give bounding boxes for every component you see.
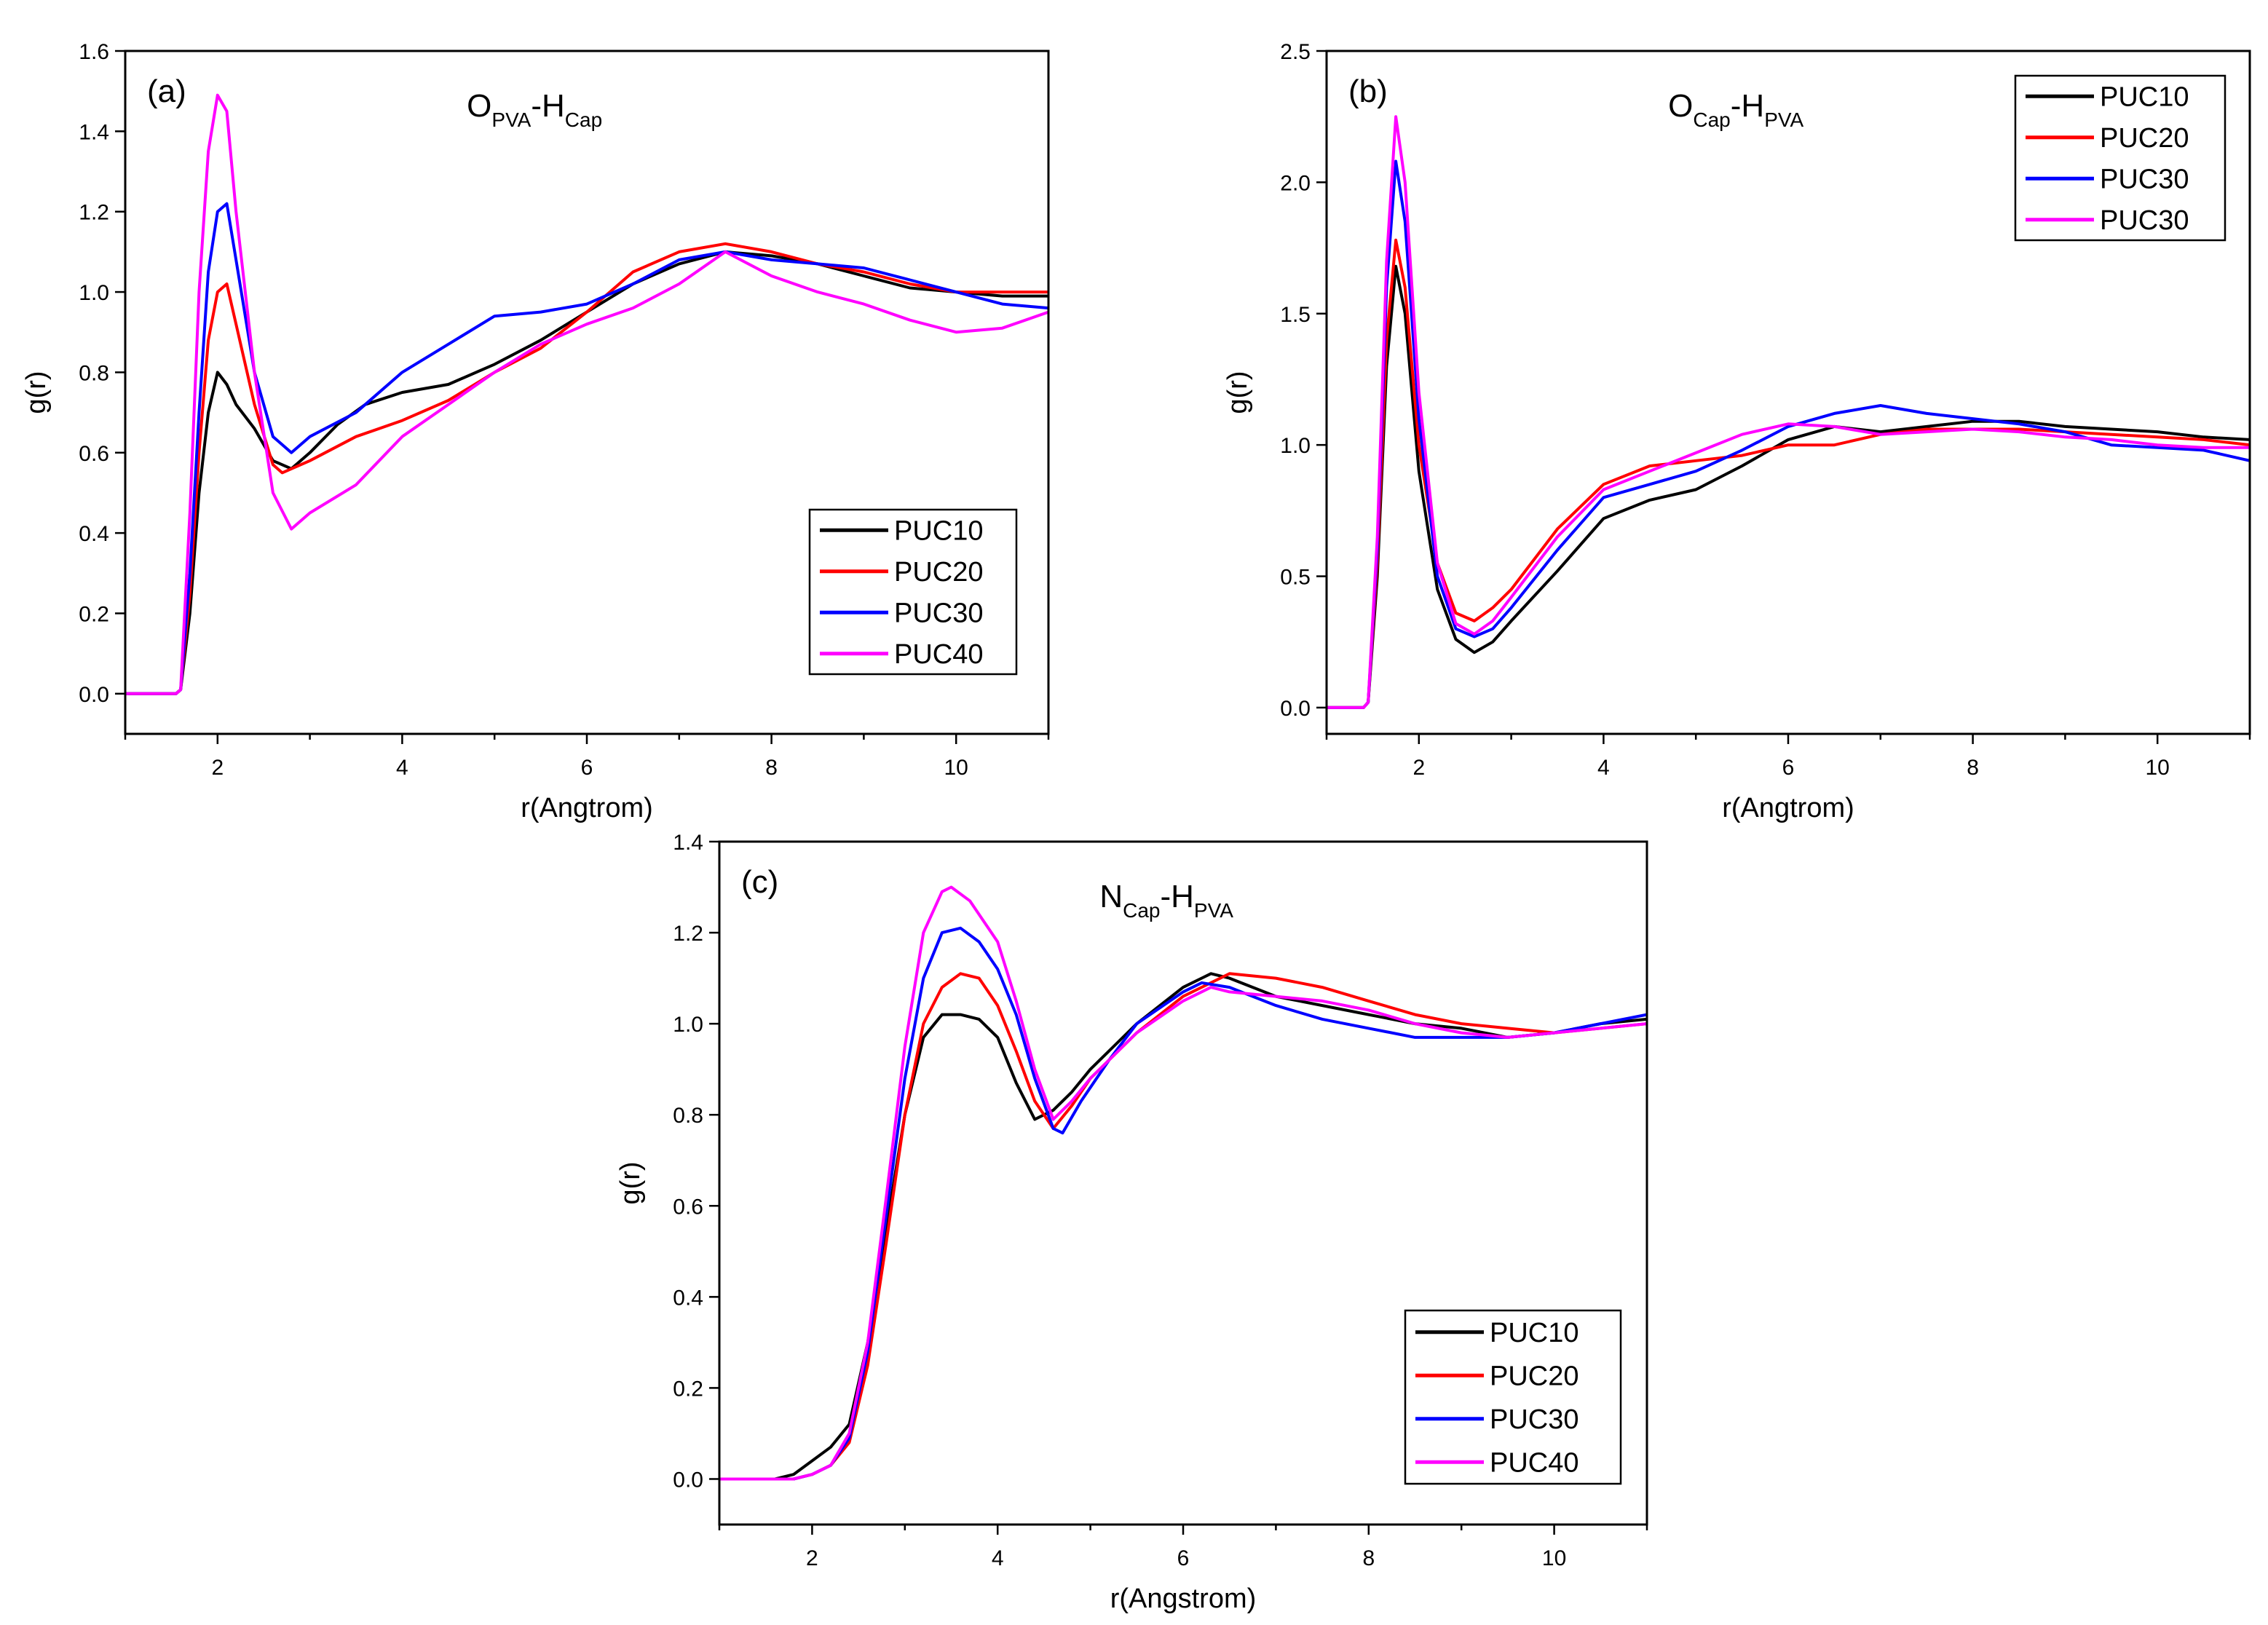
panel-b-x-axis-label: r(Angtrom) [1722, 793, 1854, 823]
panel-a-y-tick-label: 0.6 [79, 442, 109, 466]
panel-a-y-tick-label: 0.2 [79, 602, 109, 626]
panel-b-legend-entry-1: PUC20 [2100, 123, 2189, 154]
panel-a-legend: PUC10 PUC20 PUC30 PUC40 [808, 508, 1018, 676]
panel-b-y-tick-label: 2.5 [1280, 40, 1311, 64]
panel-b-series-puc20-line-1 [1327, 238, 2250, 709]
panel-b-series-group [1327, 115, 2250, 709]
panel-b-title-atom1: O [1668, 88, 1693, 124]
panel-c-title-atom1: N [1099, 879, 1123, 914]
panel-b-y-tick-label: 2.0 [1280, 171, 1311, 195]
panel-c-legend-entry-2: PUC30 [1490, 1404, 1579, 1435]
panel-b-y-tick-label: 0.0 [1280, 697, 1311, 721]
panel-c-x-axis-label: r(Angstrom) [1110, 1584, 1257, 1614]
panel-a-y-tick-label: 1.6 [79, 40, 109, 64]
panel-b-legend-entry-3: PUC30 [2100, 205, 2189, 236]
panel-c-x-tick-label: 2 [806, 1546, 818, 1570]
panel-a-x-tick-label: 4 [396, 756, 408, 780]
panel-a-legend-box [808, 508, 1018, 676]
panel-a-y-axis-label: g(r) [21, 371, 52, 414]
panel-b-y-axis-label: g(r) [1222, 371, 1253, 414]
panel-c-legend: PUC10 PUC20 PUC30 PUC40 [1404, 1309, 1622, 1485]
panel-a-y-tick-label: 1.2 [79, 201, 109, 225]
panel-c-y-tick-label: 0.0 [673, 1468, 703, 1492]
panel-b-series-puc30-line-3 [1327, 115, 2250, 709]
panel-c-title-sep: -H [1160, 879, 1193, 914]
panel-a-x-axis-label: r(Angtrom) [521, 793, 653, 823]
panel-a-y-tick-label: 0.8 [79, 361, 109, 385]
panel-c-series-group [719, 885, 1647, 1481]
panel-c-legend-entry-3: PUC40 [1490, 1447, 1579, 1478]
panel-b: 2 4 6 8 10 0.0 0.5 1.0 1.5 2.0 2.5 r(Angtrom) g(r) (b… [1222, 40, 2251, 823]
panel-c-legend-entry-1: PUC20 [1490, 1361, 1579, 1391]
panel-c-title: NCap-HPVA [1099, 879, 1233, 922]
panel-c-x-tick-label: 6 [1177, 1546, 1190, 1570]
panel-a-x-tick-label: 10 [944, 756, 968, 780]
panel-a-x-tick-label: 6 [581, 756, 593, 780]
panel-c-y-tick-label: 1.2 [673, 922, 703, 946]
panel-a-y-tick-label: 1.0 [79, 281, 109, 305]
panel-c-y-axis-label: g(r) [615, 1161, 646, 1204]
panel-c-x-tick-label: 10 [1542, 1546, 1566, 1570]
panel-c-series-puc40-line-3 [719, 885, 1647, 1481]
panel-b-x-tick-label: 6 [1782, 756, 1795, 780]
panel-b-series-puc30-line-2 [1327, 159, 2250, 709]
panel-b-x-tick-label: 2 [1412, 756, 1425, 780]
panel-a-legend-entry-3: PUC40 [894, 639, 984, 670]
panel-b-title-sub1: Cap [1693, 108, 1730, 131]
panel-c-legend-box [1404, 1309, 1622, 1485]
panel-c: 2 4 6 8 10 0.0 0.2 0.4 0.6 0.8 1.0 1.2 1.4 r(Angstrom… [615, 831, 1648, 1614]
panel-c-y-tick-label: 0.8 [673, 1104, 703, 1128]
panel-c-y-tick-label: 0.4 [673, 1286, 703, 1310]
panel-a-y-tick-label: 0.4 [79, 522, 109, 546]
panel-a-x-tick-label: 8 [765, 756, 778, 780]
panel-b-y-tick-label: 0.5 [1280, 566, 1311, 590]
panel-b-title-sub2: PVA [1764, 108, 1803, 131]
panel-a-title-sub2: Cap [565, 108, 602, 131]
panel-b-series-puc10-line-0 [1327, 264, 2250, 709]
panel-a: 2 4 6 8 10 0.0 0.2 0.4 0.6 0.8 1.0 1.2 1.4 1.6 r(Angtr… [21, 40, 1050, 823]
panel-c-series-puc20-line-1 [719, 972, 1647, 1481]
panel-b-x-tick-label: 4 [1597, 756, 1610, 780]
panel-c-x-tick-label: 8 [1362, 1546, 1375, 1570]
panel-c-y-tick-label: 1.4 [673, 831, 703, 855]
panel-a-y-tick-label: 0.0 [79, 683, 109, 707]
panel-b-title: OCap-HPVA [1668, 88, 1803, 131]
panel-b-y-tick-label: 1.5 [1280, 303, 1311, 327]
panel-b-legend-entry-2: PUC30 [2100, 164, 2189, 194]
panel-b-legend-box [2014, 74, 2226, 242]
panel-a-legend-entry-2: PUC30 [894, 598, 984, 628]
panel-a-legend-entry-1: PUC20 [894, 557, 984, 588]
panel-c-label: (c) [741, 864, 778, 900]
panel-a-title-sub1: PVA [491, 108, 531, 131]
panel-b-label: (b) [1348, 74, 1388, 109]
panel-a-x-tick-label: 2 [211, 756, 224, 780]
panel-b-legend-entry-0: PUC10 [2100, 82, 2189, 112]
panel-a-title-atom1: O [467, 88, 491, 124]
panel-b-title-sep: -H [1731, 88, 1764, 124]
panel-c-title-sub2: PVA [1194, 899, 1233, 922]
panel-c-legend-entry-0: PUC10 [1490, 1318, 1579, 1348]
panel-b-legend: PUC10 PUC20 PUC30 PUC30 [2014, 74, 2226, 242]
panel-a-legend-entry-0: PUC10 [894, 515, 984, 546]
panel-c-y-tick-label: 0.2 [673, 1377, 703, 1401]
panel-b-x-tick-label: 10 [2146, 756, 2170, 780]
panel-a-title-sep: -H [531, 88, 564, 124]
panel-a-y-tick-label: 1.4 [79, 120, 109, 144]
panel-a-series-puc40-line-3 [125, 93, 1048, 695]
panel-b-x-tick-label: 8 [1967, 756, 1979, 780]
panel-c-x-tick-label: 4 [992, 1546, 1004, 1570]
panel-a-series-group [125, 93, 1048, 695]
panel-c-title-sub1: Cap [1123, 899, 1160, 922]
panel-a-label: (a) [147, 74, 186, 109]
panel-a-series-puc30-line-2 [125, 202, 1048, 695]
panel-a-title: OPVA-HCap [467, 88, 602, 131]
panel-b-y-tick-label: 1.0 [1280, 434, 1311, 458]
panel-c-y-tick-label: 0.6 [673, 1195, 703, 1219]
panel-c-y-tick-label: 1.0 [673, 1013, 703, 1037]
